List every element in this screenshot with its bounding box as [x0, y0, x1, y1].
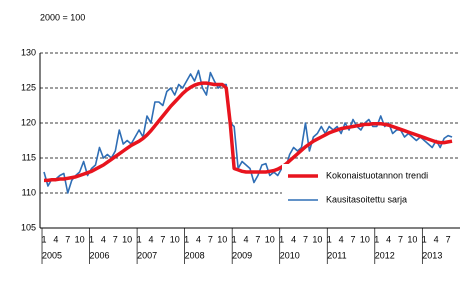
x-tick-label: 7: [255, 234, 260, 244]
x-tick-label: 7: [350, 234, 355, 244]
legend-box: [282, 164, 458, 214]
x-tick-label: 10: [75, 234, 85, 244]
x-tick-label: 7: [398, 234, 403, 244]
year-label: 2013: [422, 250, 442, 260]
x-tick-label: 4: [386, 234, 391, 244]
x-tick-label: 10: [265, 234, 275, 244]
chart-subtitle: 2000 = 100: [40, 12, 85, 22]
x-tick-label: 1: [41, 234, 46, 244]
x-tick-label: 7: [65, 234, 70, 244]
x-tick-label: 10: [170, 234, 180, 244]
x-tick-label: 7: [446, 234, 451, 244]
x-tick-label: 4: [196, 234, 201, 244]
y-tick-label: 105: [21, 222, 36, 232]
x-tick-label: 10: [360, 234, 370, 244]
x-tick-label: 7: [113, 234, 118, 244]
x-tick-label: 4: [434, 234, 439, 244]
legend-label: Kokonaistuotannon trendi: [326, 170, 428, 180]
x-tick-label: 1: [279, 234, 284, 244]
x-tick-label: 10: [122, 234, 132, 244]
y-tick-label: 120: [21, 117, 36, 127]
y-tick-label: 110: [22, 187, 36, 197]
x-tick-label: 1: [89, 234, 94, 244]
x-tick-label: 4: [101, 234, 106, 244]
year-label: 2006: [90, 250, 110, 260]
x-tick-label: 1: [184, 234, 189, 244]
x-tick-label: 1: [327, 234, 332, 244]
year-label: 2007: [137, 250, 157, 260]
series-line: [44, 81, 453, 183]
x-tick-label: 4: [244, 234, 249, 244]
x-tick-label: 1: [232, 234, 237, 244]
y-tick-label: 130: [21, 47, 36, 57]
year-label: 2005: [42, 250, 62, 260]
x-tick-label: 4: [53, 234, 58, 244]
y-tick-label: 115: [22, 152, 36, 162]
year-label: 2012: [375, 250, 395, 260]
year-label: 2010: [280, 250, 300, 260]
x-tick-label: 10: [217, 234, 227, 244]
x-tick-label: 10: [312, 234, 322, 244]
x-tick-label: 4: [339, 234, 344, 244]
x-tick-label: 4: [291, 234, 296, 244]
x-tick-label: 1: [374, 234, 379, 244]
x-tick-label: 7: [160, 234, 165, 244]
year-label: 2011: [327, 250, 346, 260]
x-tick-label: 1: [137, 234, 142, 244]
x-tick-label: 7: [303, 234, 308, 244]
x-tick-label: 10: [407, 234, 417, 244]
year-label: 2009: [232, 250, 252, 260]
y-tick-label: 125: [21, 82, 36, 92]
x-tick-label: 7: [208, 234, 213, 244]
year-label: 2008: [185, 250, 205, 260]
x-tick-label: 1: [422, 234, 427, 244]
legend-label: Kausitasoitettu sarja: [326, 194, 407, 204]
x-tick-label: 4: [148, 234, 153, 244]
